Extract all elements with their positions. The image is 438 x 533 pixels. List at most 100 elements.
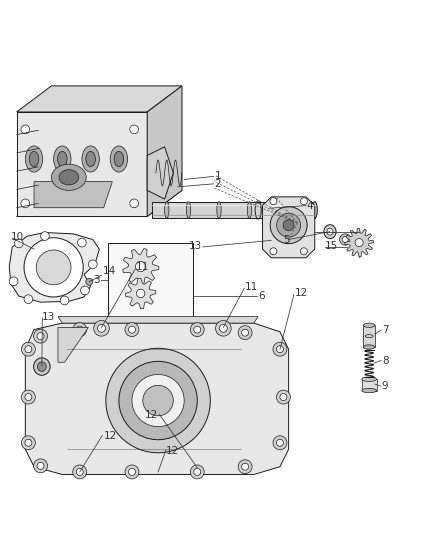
Circle shape	[94, 320, 110, 336]
Text: 1: 1	[215, 172, 221, 181]
Polygon shape	[345, 228, 374, 257]
Ellipse shape	[59, 169, 79, 185]
Circle shape	[273, 436, 287, 450]
Circle shape	[37, 462, 44, 470]
Circle shape	[78, 238, 86, 247]
Text: 7: 7	[382, 326, 389, 335]
Circle shape	[270, 198, 277, 205]
Ellipse shape	[57, 151, 67, 167]
Ellipse shape	[25, 146, 43, 172]
Circle shape	[270, 248, 277, 255]
Circle shape	[238, 460, 252, 474]
Ellipse shape	[362, 389, 377, 393]
Circle shape	[88, 260, 97, 269]
Circle shape	[135, 261, 146, 272]
Circle shape	[280, 393, 287, 400]
Circle shape	[76, 469, 83, 475]
Circle shape	[24, 238, 83, 297]
Circle shape	[21, 390, 35, 404]
Circle shape	[355, 239, 363, 247]
Text: 12: 12	[166, 447, 179, 456]
Text: 2: 2	[215, 179, 221, 189]
Ellipse shape	[327, 228, 333, 235]
Ellipse shape	[82, 146, 99, 172]
Circle shape	[194, 326, 201, 333]
Circle shape	[9, 277, 18, 286]
Circle shape	[24, 295, 33, 303]
Text: 14: 14	[102, 266, 116, 276]
Circle shape	[21, 342, 35, 356]
Circle shape	[215, 320, 231, 336]
Text: 8: 8	[382, 356, 389, 366]
Circle shape	[21, 199, 30, 208]
Circle shape	[98, 325, 106, 332]
Text: 6: 6	[258, 291, 265, 301]
Circle shape	[276, 346, 283, 353]
Ellipse shape	[270, 207, 307, 244]
Polygon shape	[17, 112, 147, 216]
Text: 13: 13	[188, 240, 201, 251]
Ellipse shape	[364, 345, 375, 349]
Ellipse shape	[312, 201, 318, 218]
Circle shape	[300, 248, 307, 255]
Circle shape	[137, 289, 145, 298]
Circle shape	[242, 329, 249, 336]
Circle shape	[21, 125, 30, 134]
Circle shape	[14, 239, 23, 248]
Ellipse shape	[29, 151, 39, 167]
Ellipse shape	[186, 201, 191, 218]
Circle shape	[34, 329, 47, 343]
Circle shape	[37, 333, 44, 340]
Text: 11: 11	[245, 282, 258, 293]
Circle shape	[143, 385, 173, 416]
Circle shape	[86, 278, 93, 285]
Ellipse shape	[51, 164, 86, 190]
Circle shape	[125, 465, 139, 479]
Ellipse shape	[38, 362, 46, 372]
Circle shape	[132, 375, 184, 426]
Circle shape	[106, 349, 210, 453]
Polygon shape	[17, 190, 182, 216]
Circle shape	[276, 439, 283, 446]
Polygon shape	[262, 197, 315, 258]
Polygon shape	[9, 232, 99, 302]
Polygon shape	[17, 86, 182, 112]
Ellipse shape	[165, 201, 169, 218]
Text: 13: 13	[42, 312, 56, 321]
Ellipse shape	[86, 151, 95, 167]
Polygon shape	[147, 147, 173, 199]
Circle shape	[339, 234, 351, 245]
Polygon shape	[58, 317, 258, 323]
Ellipse shape	[364, 323, 375, 327]
Text: 12: 12	[295, 288, 308, 298]
Circle shape	[190, 322, 204, 336]
Circle shape	[25, 346, 32, 353]
Text: 12: 12	[104, 431, 117, 441]
Bar	[108, 243, 193, 319]
Ellipse shape	[278, 201, 282, 218]
Ellipse shape	[247, 201, 252, 218]
Circle shape	[25, 393, 32, 400]
Circle shape	[81, 286, 89, 295]
Text: 5: 5	[283, 236, 290, 245]
Polygon shape	[58, 327, 88, 362]
Ellipse shape	[362, 377, 377, 382]
Text: 9: 9	[382, 381, 389, 391]
Polygon shape	[152, 202, 315, 218]
Ellipse shape	[304, 201, 308, 218]
Circle shape	[41, 232, 49, 240]
Bar	[364, 325, 375, 347]
Circle shape	[300, 198, 307, 205]
Circle shape	[128, 469, 135, 475]
Ellipse shape	[277, 213, 300, 237]
Circle shape	[238, 326, 252, 340]
Circle shape	[273, 342, 287, 356]
Ellipse shape	[114, 151, 124, 167]
Ellipse shape	[53, 146, 71, 172]
Ellipse shape	[324, 225, 336, 239]
Circle shape	[342, 237, 348, 243]
Circle shape	[130, 199, 138, 208]
Circle shape	[73, 465, 87, 479]
Circle shape	[125, 322, 139, 336]
Circle shape	[73, 322, 87, 336]
